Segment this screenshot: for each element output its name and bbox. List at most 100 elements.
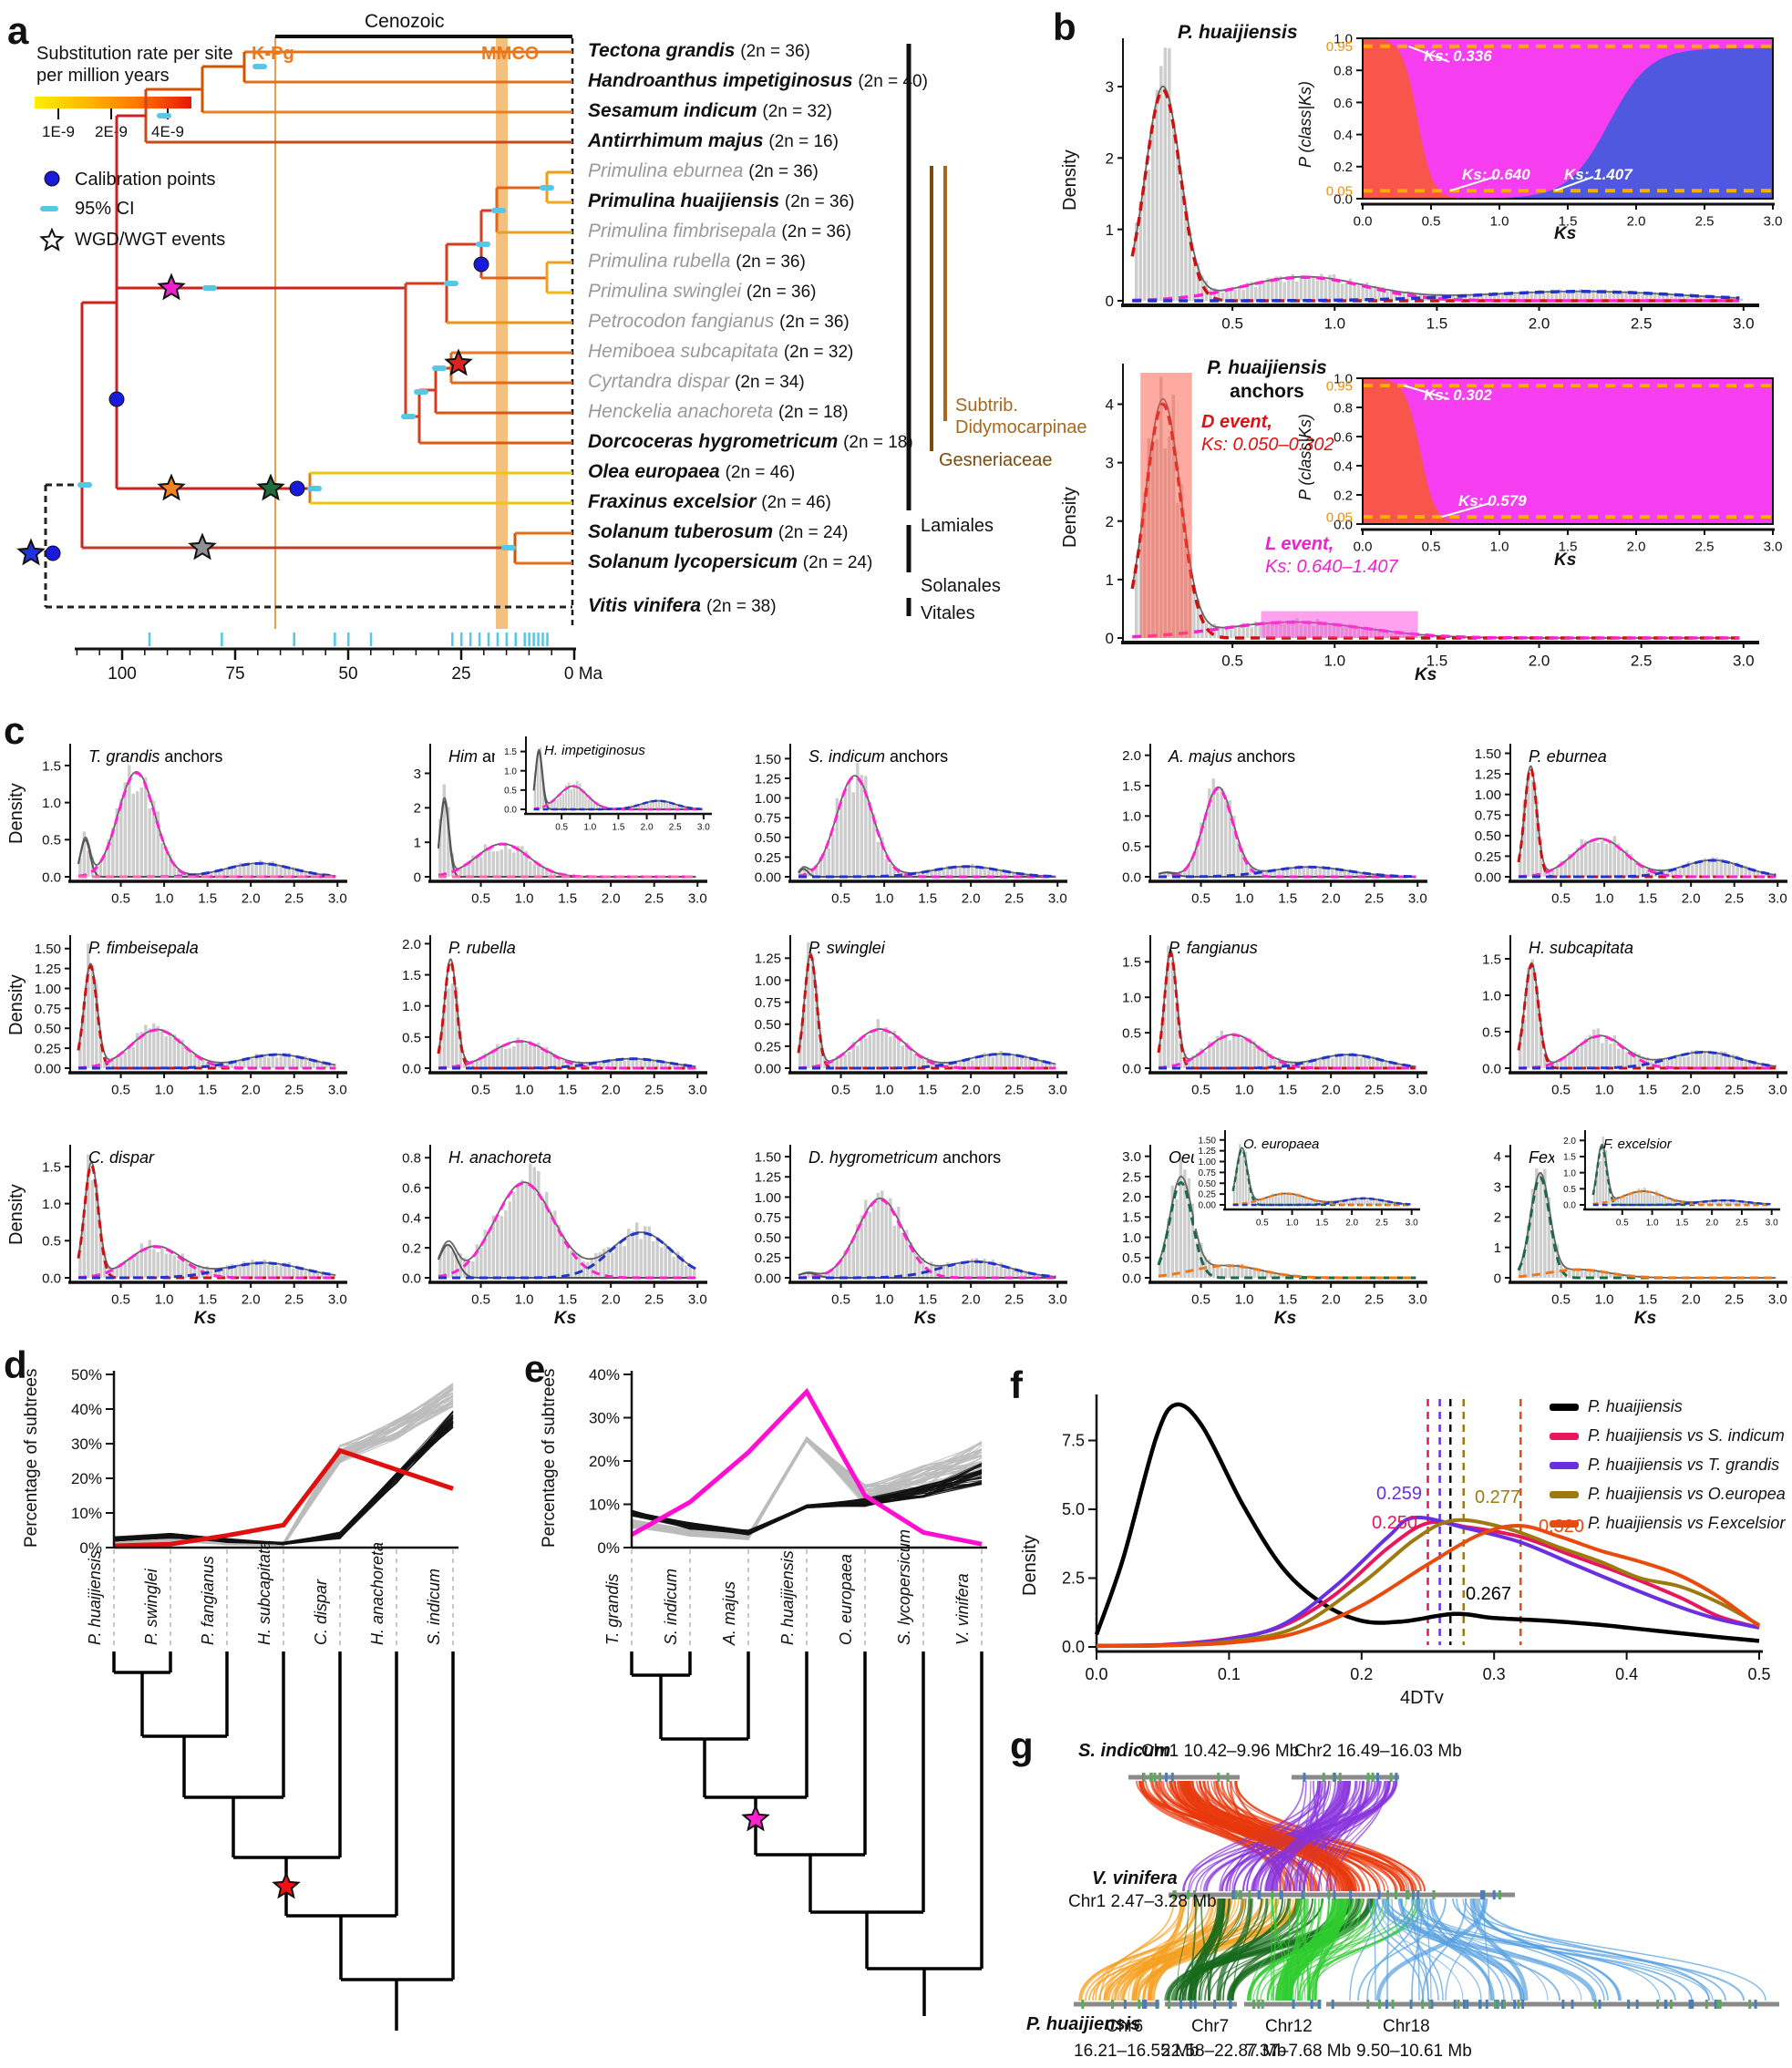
group-lamiales: Lamiales <box>921 516 994 536</box>
hist-bar <box>251 1058 254 1068</box>
hist-bar <box>1731 862 1735 877</box>
hist-bar <box>1314 869 1318 877</box>
hist-bar <box>1543 1053 1547 1068</box>
hist-bar <box>1717 1200 1721 1205</box>
hist-bar <box>561 793 564 809</box>
mixture-component-curve <box>1157 1181 1416 1280</box>
mixture-component-curve <box>77 1163 336 1280</box>
hist-bar <box>82 1218 87 1278</box>
gene-tick <box>1173 1890 1177 1899</box>
hist-bar <box>1670 295 1674 301</box>
mixture-component-curve <box>1518 1268 1777 1280</box>
tick-label: 0.0 <box>1062 1638 1085 1656</box>
tick-label: 0.50 <box>755 830 781 846</box>
hist-bar <box>1229 289 1233 301</box>
tick-label: 2.5 <box>1695 213 1715 229</box>
hist-bar <box>815 984 819 1068</box>
hist-bar <box>835 1055 839 1068</box>
hist-bar <box>913 1250 917 1278</box>
hist-bar <box>1249 1267 1252 1278</box>
hist-bar <box>1604 844 1609 877</box>
tick-label: 0.5 <box>1122 839 1141 855</box>
hist-bar <box>802 1273 807 1278</box>
tick-label: 2.0 <box>1322 1291 1341 1307</box>
tick-label: 3.0 <box>1048 1082 1067 1097</box>
hist-bar <box>1245 623 1250 638</box>
hist-bar <box>516 846 520 877</box>
hist-bar <box>483 1229 488 1278</box>
tick-label: 0.5 <box>1551 1082 1571 1097</box>
hist-bar <box>851 792 856 877</box>
hist-bar <box>1699 861 1703 877</box>
hist-bar <box>1184 206 1188 301</box>
hist-bar <box>798 1273 802 1278</box>
subtree-line <box>113 1383 454 1546</box>
hist-bar <box>933 1266 937 1278</box>
g-top-species: S. indicum <box>1078 1741 1171 1761</box>
hist-bar <box>115 1266 119 1278</box>
hist-bar <box>1715 1200 1717 1205</box>
gene-tick <box>1718 2000 1722 2009</box>
hist-bar <box>1282 870 1285 877</box>
tick-label: 0 <box>414 869 421 885</box>
group-subtrib-line2: Didymocarpinae <box>955 417 1087 437</box>
hist-bar <box>1159 1042 1162 1068</box>
plot-title: H. anachoreta <box>448 1148 551 1167</box>
hist-bar <box>213 1267 217 1278</box>
hist-bar <box>259 1055 263 1068</box>
mixture-component-curve <box>77 1028 336 1070</box>
hist-bar <box>1334 1054 1338 1068</box>
hist-bar <box>1175 1199 1179 1278</box>
hist-bar <box>234 1060 238 1068</box>
ci-bar <box>252 64 267 69</box>
hist-bar <box>1530 1188 1535 1278</box>
hist-bar <box>1365 282 1369 301</box>
hist-bar <box>1768 873 1772 877</box>
axis-ci-tick <box>369 633 373 646</box>
hist-bar <box>279 865 283 877</box>
hist-bar <box>467 1063 471 1068</box>
hist-bar <box>185 872 189 877</box>
tick-label: 0.5 <box>1616 1219 1629 1229</box>
hist-bar <box>1392 1062 1395 1068</box>
tick-label: 1.5 <box>1426 653 1448 670</box>
synteny-ribbon-thick <box>1188 1898 1226 2001</box>
tick-label: 0.95 <box>1326 39 1353 55</box>
hist-bar <box>1694 1050 1698 1068</box>
mixture-component-curve <box>797 954 1056 1070</box>
tick-label: 0.5 <box>1563 1185 1576 1195</box>
hist-bar <box>1273 1273 1277 1278</box>
hist-bar <box>565 1061 570 1068</box>
hist-bar <box>438 818 442 877</box>
b-l-event-line2: Ks: 0.640–1.407 <box>1265 557 1398 577</box>
hist-bar <box>1456 294 1459 301</box>
hist-bar <box>295 870 299 877</box>
hist-bar <box>1367 1056 1371 1068</box>
hist-bar <box>1546 291 1550 301</box>
hist-bar <box>283 866 287 877</box>
synteny-ribbon <box>1431 1898 1523 2001</box>
tick-label: 4 <box>1494 1149 1501 1165</box>
hist-bar <box>1266 277 1270 301</box>
hist-bar <box>328 1273 332 1278</box>
hist-bar <box>1643 1188 1646 1205</box>
mixture-component-curve <box>1157 952 1416 1070</box>
tick-label: 0.0 <box>1334 517 1353 532</box>
hist-bar <box>82 831 87 877</box>
hist-bar <box>1711 297 1715 301</box>
gene-tick <box>1229 2000 1232 2009</box>
hist-bar <box>1339 869 1343 877</box>
calibration-point-icon <box>44 170 60 187</box>
hist-bar <box>1674 1055 1678 1068</box>
hist-bar <box>169 854 172 877</box>
mixture-component-curve <box>1519 859 1777 879</box>
tick-label: 2.5 <box>1375 1219 1388 1229</box>
gene-tick <box>1627 2000 1631 2009</box>
synteny-ribbon-thick <box>1177 1779 1357 1893</box>
era-kpg-label: K-Pg <box>252 44 294 64</box>
hist-bar <box>1395 1064 1400 1068</box>
axis-ci-tick <box>532 633 535 646</box>
hist-bar <box>87 849 90 877</box>
hist-bar <box>889 863 892 877</box>
hist-bar <box>889 1198 892 1278</box>
